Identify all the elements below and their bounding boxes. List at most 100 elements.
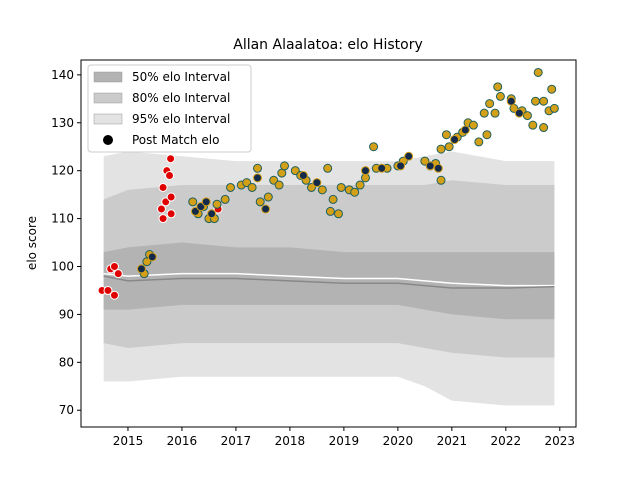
data-point <box>247 182 257 192</box>
y-tick-label: 110 <box>51 212 74 226</box>
median-line <box>103 272 555 287</box>
data-point <box>263 192 273 202</box>
y-axis-label: elo score <box>25 216 39 270</box>
data-point <box>485 99 495 109</box>
data-point <box>220 194 230 204</box>
legend-marker <box>103 135 113 145</box>
data-point <box>425 161 435 171</box>
y-tick-label: 100 <box>51 259 74 273</box>
x-tick-label: 2016 <box>167 434 198 448</box>
data-point <box>533 67 543 77</box>
legend-swatch <box>93 92 123 104</box>
plot-frame <box>80 59 577 428</box>
data-point <box>109 261 119 271</box>
data-point <box>468 120 478 130</box>
y-tick-label: 130 <box>51 116 74 130</box>
data-point <box>522 111 532 121</box>
data-point <box>360 166 370 176</box>
y-tick-label: 90 <box>59 307 74 321</box>
data-point <box>109 290 119 300</box>
data-point <box>506 96 516 106</box>
data-point <box>226 182 236 192</box>
data-point <box>350 187 360 197</box>
data-point <box>460 125 470 135</box>
chart-title: Allan Alaalatoa: elo History <box>233 37 422 53</box>
data-point <box>336 182 346 192</box>
data-point <box>323 163 333 173</box>
median-line <box>103 275 555 289</box>
data-point <box>312 178 322 188</box>
data-point <box>166 192 176 202</box>
data-point <box>212 199 222 209</box>
data-point <box>355 180 365 190</box>
data-point <box>436 175 446 185</box>
data-point <box>147 252 157 262</box>
data-point <box>441 130 451 140</box>
x-tick-label: 2020 <box>383 434 414 448</box>
x-tick-label: 2022 <box>491 434 522 448</box>
y-tick-label: 120 <box>51 164 74 178</box>
data-point <box>482 130 492 140</box>
data-point <box>369 142 379 152</box>
data-point <box>433 163 443 173</box>
data-point <box>547 84 557 94</box>
data-point <box>549 103 559 113</box>
data-point <box>113 269 123 279</box>
data-point <box>396 161 406 171</box>
legend-swatch <box>93 113 123 125</box>
data-point <box>280 161 290 171</box>
y-tick-label: 70 <box>59 403 74 417</box>
data-point <box>490 108 500 118</box>
data-point <box>158 214 168 224</box>
data-point <box>450 135 460 145</box>
data-point <box>207 209 217 219</box>
x-tick-label: 2021 <box>437 434 468 448</box>
data-point <box>201 197 211 207</box>
data-point <box>317 185 327 195</box>
data-point <box>103 285 113 295</box>
data-point <box>539 123 549 133</box>
legend-label: Post Match elo <box>132 133 219 147</box>
x-tick-label: 2019 <box>329 434 360 448</box>
data-point <box>255 197 265 207</box>
data-point <box>253 163 263 173</box>
data-point <box>188 197 198 207</box>
data-point <box>325 206 335 216</box>
data-point <box>514 108 524 118</box>
data-point <box>165 170 175 180</box>
x-tick-label: 2015 <box>113 434 144 448</box>
data-point <box>377 163 387 173</box>
data-point <box>333 209 343 219</box>
data-point <box>158 182 168 192</box>
interval-band <box>103 242 555 320</box>
legend-box <box>87 64 252 153</box>
data-point <box>444 142 454 152</box>
data-point <box>493 82 503 92</box>
data-point <box>479 108 489 118</box>
legend-label: 95% elo Interval <box>132 112 230 126</box>
data-point <box>298 170 308 180</box>
y-tick-label: 140 <box>51 68 74 82</box>
legend-label: 50% elo Interval <box>132 70 230 84</box>
data-point <box>531 96 541 106</box>
data-point <box>274 180 284 190</box>
data-point <box>436 144 446 154</box>
data-point <box>404 151 414 161</box>
data-point <box>539 96 549 106</box>
data-point <box>261 204 271 214</box>
y-tick-label: 80 <box>59 355 74 369</box>
legend-swatch <box>93 71 123 83</box>
data-point <box>166 209 176 219</box>
data-point <box>495 91 505 101</box>
data-point <box>156 204 166 214</box>
legend-label: 80% elo Interval <box>132 91 230 105</box>
x-tick-label: 2018 <box>275 434 306 448</box>
data-point <box>328 194 338 204</box>
data-point <box>253 173 263 183</box>
x-tick-label: 2023 <box>545 434 576 448</box>
x-tick-label: 2017 <box>221 434 252 448</box>
data-point <box>474 137 484 147</box>
data-point <box>166 154 176 164</box>
data-point <box>136 264 146 274</box>
